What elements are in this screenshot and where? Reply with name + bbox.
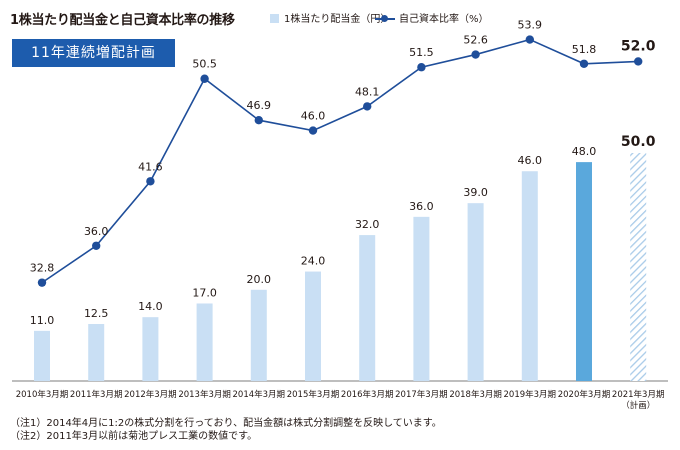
dividend-bar <box>359 235 376 381</box>
equity-ratio-point <box>471 50 480 59</box>
dividend-bar <box>88 324 105 381</box>
dividend-value-label: 20.0 <box>247 273 272 286</box>
equity-ratio-value-label: 52.6 <box>463 34 488 47</box>
legend-dividend-label: 1株当たり配当金（円） <box>284 14 391 25</box>
x-tick-label: 2021年3月期 <box>612 389 665 400</box>
dividend-bar <box>576 162 592 381</box>
equity-ratio-value-label: 48.1 <box>355 85 380 98</box>
equity-ratio-point <box>254 116 263 125</box>
x-tick-label: 2018年3月期 <box>449 389 502 400</box>
equity-ratio-point <box>363 102 372 111</box>
equity-ratio-point <box>525 35 534 44</box>
dividend-value-label: 17.0 <box>192 286 217 299</box>
dividend-value-label: 24.0 <box>301 255 326 268</box>
chart-title: 1株当たり配当金と自己資本比率の推移 <box>10 13 235 28</box>
dividend-bar <box>630 153 647 381</box>
dividend-value-label: 11.0 <box>30 314 55 327</box>
legend-dividend: 1株当たり配当金（円） <box>270 10 390 25</box>
equity-ratio-point <box>417 63 426 72</box>
equity-ratio-value-label: 52.0 <box>621 38 656 54</box>
x-tick-label: 2020年3月期 <box>558 389 611 400</box>
dividend-bar <box>196 303 213 381</box>
equity-ratio-point <box>92 241 101 250</box>
dividend-value-label: 46.0 <box>518 154 543 167</box>
equity-ratio-point <box>146 177 155 186</box>
dividend-value-label: 14.0 <box>138 300 163 313</box>
equity-ratio-value-label: 41.6 <box>138 160 163 173</box>
equity-ratio-value-label: 46.0 <box>301 110 326 123</box>
footnote-1: （注1）2014年4月に1:2の株式分割を行っており、配当金額は株式分割調整を反… <box>10 418 442 429</box>
dividend-bar <box>250 289 267 381</box>
dividend-bar <box>142 317 159 381</box>
x-tick-label: 2010年3月期 <box>16 389 69 400</box>
dividend-value-label: 48.0 <box>572 145 597 158</box>
legend-line-swatch <box>375 14 395 23</box>
x-tick-label: 2012年3月期 <box>124 389 177 400</box>
x-tick-label: 2017年3月期 <box>395 389 448 400</box>
x-tick-note: （計画） <box>621 400 655 411</box>
dividend-bar <box>467 203 484 381</box>
dividend-value-label: 36.0 <box>409 200 434 213</box>
equity-ratio-value-label: 51.5 <box>409 46 434 59</box>
dividend-increase-badge: 11年連続増配計画 <box>12 39 175 67</box>
equity-ratio-value-label: 36.0 <box>84 225 109 238</box>
dividend-bar <box>34 330 50 381</box>
x-tick-label: 2011年3月期 <box>70 389 123 400</box>
x-tick-label: 2013年3月期 <box>178 389 231 400</box>
equity-ratio-value-label: 46.9 <box>247 99 272 112</box>
equity-ratio-value-label: 50.5 <box>192 58 217 71</box>
dividend-bar <box>305 271 321 381</box>
equity-ratio-point <box>37 278 47 287</box>
dividend-bar <box>521 171 538 381</box>
equity-ratio-value-label: 32.8 <box>30 262 55 275</box>
equity-ratio-line <box>41 38 639 284</box>
legend-bar-swatch <box>270 14 279 23</box>
x-tick-label: 2014年3月期 <box>233 389 286 400</box>
x-tick-label: 2019年3月期 <box>504 389 557 400</box>
legend-equity-ratio: 自己資本比率（%） <box>375 10 489 25</box>
dividend-bar <box>413 216 430 381</box>
equity-ratio-point <box>634 57 643 66</box>
equity-ratio-value-label: 51.8 <box>572 43 597 56</box>
footnote-2: （注2）2011年3月以前は菊池プレス工業の数値です。 <box>10 431 258 442</box>
footnotes: （注1）2014年4月に1:2の株式分割を行っており、配当金額は株式分割調整を反… <box>10 417 442 443</box>
equity-ratio-point <box>579 59 589 68</box>
equity-ratio-point <box>200 74 209 83</box>
x-tick-label: 2016年3月期 <box>341 389 394 400</box>
dividend-value-label: 32.0 <box>355 218 380 231</box>
equity-ratio-value-label: 53.9 <box>518 19 543 32</box>
legend-equity-ratio-label: 自己資本比率（%） <box>399 14 489 25</box>
dividend-value-label: 50.0 <box>621 134 656 150</box>
dividend-value-label: 12.5 <box>84 307 109 320</box>
equity-ratio-point <box>308 126 318 135</box>
dividend-value-label: 39.0 <box>463 186 488 199</box>
x-tick-label: 2015年3月期 <box>287 389 340 400</box>
